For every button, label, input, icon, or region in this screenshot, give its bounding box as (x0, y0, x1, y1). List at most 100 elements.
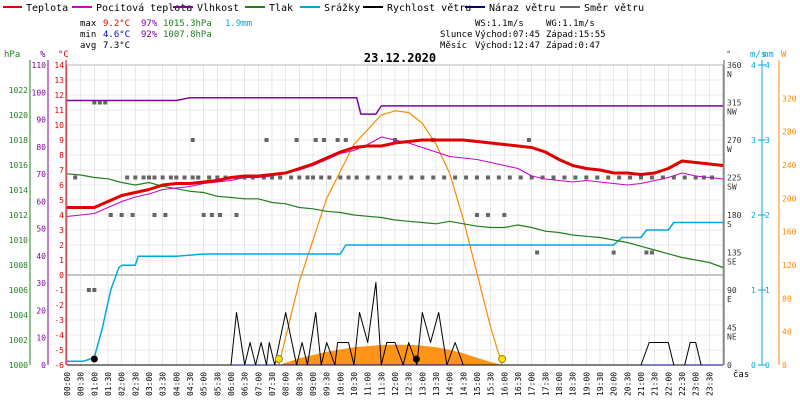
pressure-tick-label: 1022 (9, 86, 28, 95)
humidity-tick-label: 10 (36, 334, 46, 343)
direction-tick-label: 45 (727, 324, 737, 333)
direction-point (502, 213, 507, 217)
time-tick-label: 10:30 (350, 372, 359, 396)
axis-title-temperature: °C (58, 50, 69, 60)
time-tick-label: 10:00 (336, 372, 345, 396)
direction-compass-label: SW (727, 183, 737, 192)
time-tick-label: 06:00 (227, 372, 236, 396)
time-tick-label: 13:30 (432, 372, 441, 396)
humidity-line (67, 96, 723, 115)
direction-point (141, 175, 146, 180)
direction-point (376, 175, 381, 180)
direction-point (86, 288, 91, 292)
temperature-tick-label: -6 (54, 361, 64, 370)
time-tick-label: 11:00 (364, 372, 373, 396)
rain-line (67, 221, 723, 363)
legend-label-temperature: Teplota (26, 3, 68, 14)
time-tick-label: 19:30 (596, 372, 605, 396)
rain-tick-label: 2 (765, 211, 770, 220)
sun-marker (274, 355, 283, 363)
direction-point (518, 175, 523, 180)
direction-point (264, 138, 269, 142)
temperature-tick-label: 0 (59, 271, 64, 280)
solar-tick-label: 120 (782, 261, 797, 270)
moon-marker (90, 355, 98, 363)
wind-tick-label: 3 (751, 136, 756, 145)
solar-tick-label: 240 (782, 161, 797, 170)
time-tick-label: 17:00 (528, 372, 537, 396)
time-tick-label: 05:00 (200, 372, 209, 396)
direction-tick-label: 270 (727, 136, 742, 145)
time-tick-label: 03:00 (145, 372, 154, 396)
legend-label-direction: Směr větru (584, 2, 644, 14)
legend: Teplota Pocitová teplota Vlhkost Tlak Sr… (3, 2, 644, 14)
solar-tick-label: 80 (782, 294, 792, 303)
temperature-tick-label: 10 (54, 121, 64, 130)
pressure-tick-label: 1020 (9, 111, 28, 120)
direction-point (671, 175, 676, 180)
direction-point (305, 175, 310, 180)
solar-tick-label: 160 (782, 228, 797, 237)
humidity-tick-label: 110 (32, 61, 47, 70)
legend-item-rain: Srážky (300, 2, 360, 14)
temperature-tick-label: -1 (54, 286, 64, 295)
humidity-tick-label: 80 (36, 143, 46, 152)
legend-label-wind-speed: Rychlost větru (387, 2, 471, 14)
direction-point (182, 175, 187, 180)
direction-point (133, 175, 138, 180)
direction-point (215, 175, 220, 180)
direction-point (343, 138, 348, 142)
direction-tick-label: 0 (727, 361, 732, 370)
direction-point (398, 175, 403, 180)
direction-point (147, 175, 151, 180)
direction-tick-label: 90 (727, 286, 737, 295)
direction-compass-label: W (727, 145, 732, 154)
direction-point (540, 175, 545, 180)
direction-point (297, 175, 302, 180)
direction-point (649, 175, 654, 180)
time-tick-label: 15:00 (473, 372, 482, 396)
direction-compass-label: NW (727, 108, 737, 117)
temperature-tick-label: -5 (54, 346, 64, 355)
humidity-tick-label: 70 (36, 170, 46, 179)
time-tick-label: 04:30 (186, 372, 195, 396)
direction-point (595, 175, 600, 180)
stats-sun-set: Západ:15:55 (546, 30, 606, 40)
direction-point (431, 175, 436, 180)
temperature-tick-label: 11 (54, 106, 64, 115)
legend-item-feels-like: Pocitová teplota (72, 2, 192, 14)
time-tick-label: 20:30 (623, 372, 632, 396)
direction-point (409, 175, 414, 180)
time-tick-label: 05:30 (213, 372, 222, 396)
legend-item-pressure: Tlak (245, 3, 293, 14)
temperature-tick-label: -3 (54, 316, 64, 325)
solar-tick-label: 280 (782, 128, 797, 137)
legend-label-pressure: Tlak (269, 3, 293, 14)
stats-avg-temp: 7.3°C (103, 41, 130, 51)
direction-point (108, 213, 113, 217)
direction-point (163, 213, 168, 217)
stats-wind-gust: WG:1.1m/s (546, 19, 595, 29)
time-tick-label: 22:30 (678, 372, 687, 396)
axis-title-pressure: hPa (4, 50, 20, 60)
direction-point (289, 175, 294, 180)
direction-point (234, 213, 239, 217)
time-tick-label: 04:00 (172, 372, 181, 396)
plot-layer (66, 96, 724, 366)
stats-block: max 9.2°C 97% 1015.3hPa 1.9mm min 4.6°C … (80, 19, 606, 51)
legend-item-gust: Náraz větru (465, 2, 555, 14)
time-tick-label: 20:00 (610, 372, 619, 396)
direction-point (294, 138, 299, 142)
stats-max-temp: 9.2°C (103, 19, 130, 29)
moon-marker (412, 355, 420, 363)
time-tick-label: 06:30 (241, 372, 250, 396)
direction-point (464, 175, 469, 180)
direction-point (562, 175, 567, 180)
direction-point (261, 175, 266, 180)
direction-point (551, 175, 556, 180)
direction-point (682, 175, 687, 180)
wind-tick-label: 0 (751, 361, 756, 370)
legend-item-direction: Směr větru (560, 2, 644, 14)
pressure-tick-label: 1004 (9, 311, 28, 320)
direction-point (529, 175, 534, 180)
